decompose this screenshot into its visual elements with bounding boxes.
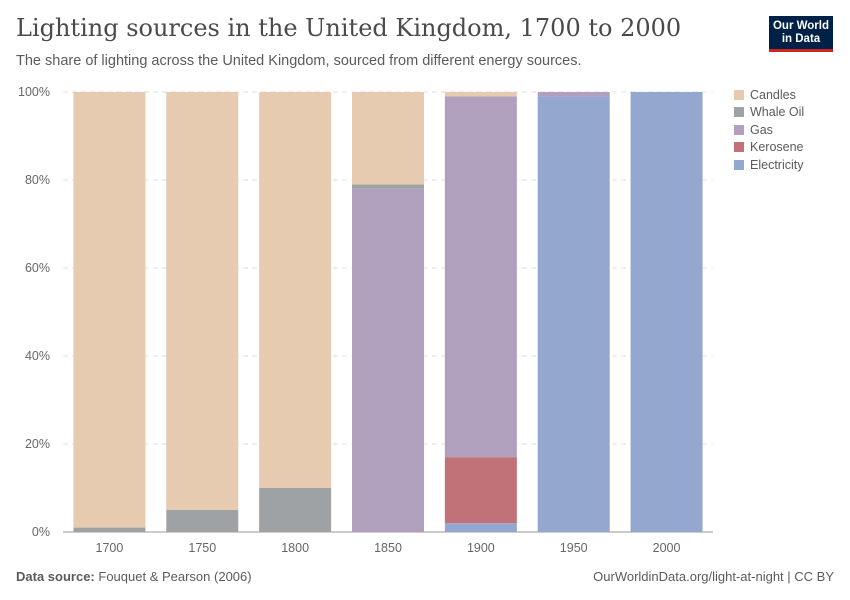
bar-candles-1850[interactable] [352, 92, 424, 185]
legend-label: Kerosene [750, 140, 804, 155]
legend-item[interactable]: Whale Oil [734, 104, 804, 122]
bar-electricity-1900[interactable] [444, 523, 517, 532]
legend-item[interactable]: Electricity [734, 156, 804, 174]
x-tick-label: 1850 [374, 541, 402, 555]
chart-subtitle: The share of lighting across the United … [16, 53, 582, 69]
legend-label: Candles [750, 87, 796, 102]
bar-gas-1850[interactable] [352, 188, 424, 533]
bar-whale-oil-1750[interactable] [166, 510, 239, 532]
y-tick-label: 60% [25, 261, 50, 275]
legend-swatch [734, 107, 744, 118]
legend-label: Gas [750, 122, 773, 137]
bar-whale-oil-1800[interactable] [259, 488, 332, 532]
logo-text: Our World in Data [772, 20, 829, 45]
bar-whale-oil-1850[interactable] [352, 184, 424, 189]
x-tick-label: 1900 [467, 541, 495, 555]
bar-gas-1950[interactable] [537, 92, 610, 97]
source-text: Fouquet & Pearson (2006) [98, 569, 252, 584]
legend: Candles Whale Oil Gas Kerosene Electricity [734, 86, 804, 174]
x-tick-label: 2000 [653, 541, 681, 555]
chart-title: Lighting sources in the United Kingdom, … [16, 14, 682, 42]
legend-swatch [734, 142, 744, 153]
source-label: Data source: [16, 569, 95, 584]
x-tick-label: 1750 [188, 541, 216, 555]
x-tick-label: 1700 [96, 541, 124, 555]
bar-candles-1700[interactable] [73, 92, 146, 528]
bar-electricity-2000[interactable] [630, 92, 703, 532]
y-tick-label: 20% [25, 437, 50, 451]
legend-item[interactable]: Gas [734, 121, 804, 139]
y-tick-label: 80% [25, 173, 50, 187]
x-tick-label: 1800 [281, 541, 309, 555]
bar-whale-oil-1700[interactable] [73, 527, 146, 532]
legend-swatch [734, 124, 744, 135]
source-url[interactable]: OurWorldinData.org/light-at-night | CC B… [593, 569, 834, 584]
legend-item[interactable]: Candles [734, 86, 804, 104]
x-tick-label: 1950 [560, 541, 588, 555]
bar-electricity-1950[interactable] [537, 96, 610, 533]
legend-swatch [734, 89, 744, 100]
y-tick-label: 40% [25, 349, 50, 363]
data-source: Data source: Fouquet & Pearson (2006) [16, 569, 252, 584]
y-tick-label: 0% [32, 525, 50, 539]
legend-swatch [734, 159, 744, 170]
bar-candles-1900[interactable] [444, 92, 517, 97]
legend-item[interactable]: Kerosene [734, 139, 804, 157]
bar-candles-1800[interactable] [259, 92, 332, 488]
bar-kerosene-1900[interactable] [444, 457, 517, 524]
bar-candles-1750[interactable] [166, 92, 239, 510]
bar-gas-1900[interactable] [444, 96, 517, 458]
legend-label: Whale Oil [750, 105, 805, 120]
y-tick-label: 100% [18, 85, 50, 99]
legend-label: Electricity [750, 157, 804, 172]
owid-logo[interactable]: Our World in Data [769, 16, 833, 52]
